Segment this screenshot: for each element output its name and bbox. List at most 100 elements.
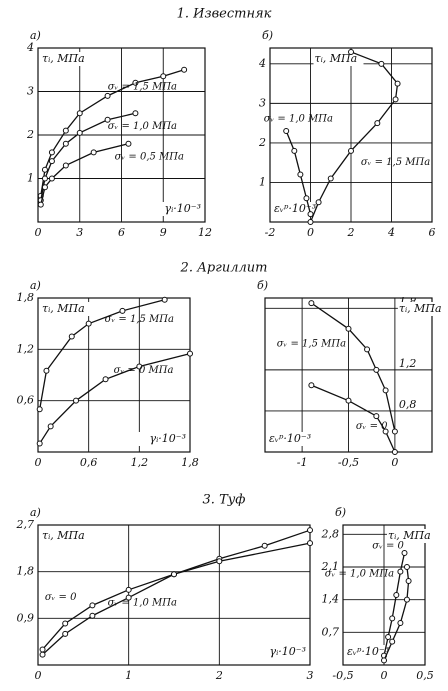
x-tick-label: -0,5: [338, 456, 359, 469]
data-point: [392, 96, 399, 103]
data-point: [41, 175, 48, 182]
x-axis-label: εᵥᵖ·10⁻³: [274, 202, 316, 215]
data-point: [37, 201, 44, 208]
data-point: [76, 110, 83, 117]
y-axis-label: τᵢ, МПа: [42, 302, 85, 315]
data-point: [394, 80, 401, 87]
data-point: [291, 147, 298, 154]
series-label: σᵥ = 1,0 МПа: [108, 597, 177, 608]
data-point: [403, 564, 410, 570]
y-tick-label: 4: [26, 41, 34, 54]
data-point: [181, 66, 188, 73]
series-label: σᵥ = 1,0 МПа: [108, 121, 177, 132]
data-point: [381, 657, 387, 664]
x-axis-label: γᵢ·10⁻³: [150, 432, 187, 445]
label-bg: [41, 302, 91, 316]
data-point: [391, 449, 398, 455]
curve: [42, 529, 311, 656]
label-bg: [153, 202, 203, 216]
x-tick-label: 0: [381, 669, 388, 682]
data-point: [48, 158, 55, 165]
label-bg: [41, 529, 91, 543]
data-point: [345, 325, 352, 332]
x-tick-label: 1,2: [131, 456, 149, 469]
series-label: σᵥ = 1,5 МПа: [277, 339, 346, 350]
y-tick-label: 2,1: [321, 560, 340, 573]
label-bg: [313, 52, 364, 66]
data-point: [283, 128, 290, 135]
data-point: [348, 147, 354, 154]
data-point: [104, 116, 111, 123]
data-point: [89, 612, 96, 619]
x-tick-label: 9: [160, 226, 167, 239]
data-point: [132, 110, 139, 117]
data-point: [393, 592, 400, 598]
series-label: σᵥ = 1,0 МПа: [325, 569, 394, 580]
y-tick-label: 1: [27, 172, 34, 185]
data-point: [397, 620, 404, 626]
data-point: [389, 638, 396, 645]
curve: [39, 352, 191, 444]
x-tick-label: 1: [125, 669, 132, 682]
x-tick-label: 0: [391, 456, 398, 469]
y-axis-label: τᵢ, МПа: [315, 52, 358, 65]
x-axis-label: εᵥᵖ·10⁻³: [269, 432, 311, 445]
label-bg: [387, 529, 437, 543]
x-tick-label: -0,5: [332, 669, 353, 682]
data-point: [104, 92, 111, 99]
data-point: [308, 300, 315, 307]
data-point: [47, 423, 54, 430]
data-point: [187, 350, 193, 357]
series-label: σᵥ = 0 МПа: [114, 365, 174, 376]
y-tick-label: 1,2: [17, 342, 35, 355]
x-tick-label: -1: [297, 456, 308, 469]
data-point: [307, 211, 314, 218]
data-point: [401, 550, 408, 556]
section-title: 1. Известняк: [177, 7, 272, 22]
data-point: [48, 175, 55, 182]
y-tick-label: 2: [26, 128, 34, 141]
series-label: σᵥ = 0,5 МПа: [115, 151, 184, 162]
data-point: [36, 406, 43, 413]
data-point: [160, 73, 167, 80]
y-tick-label: 0,7: [322, 625, 340, 638]
x-axis-label: εᵥᵖ·10⁻³: [347, 645, 389, 658]
y-tick-label: 1,2: [399, 357, 417, 370]
data-point: [41, 166, 48, 173]
data-point: [89, 602, 96, 609]
data-point: [261, 542, 268, 549]
data-point: [382, 387, 389, 394]
label-bg: [267, 432, 317, 446]
data-point: [136, 363, 143, 370]
y-tick-label: 0,6: [17, 394, 35, 407]
panel-label: б): [257, 279, 268, 292]
data-point: [62, 162, 69, 169]
panel-label: а): [30, 29, 41, 42]
x-tick-label: 6: [118, 226, 125, 239]
data-point: [307, 219, 314, 225]
x-tick-label: 0: [307, 226, 314, 239]
series-label: σᵥ = 1,0 МПа: [264, 114, 333, 125]
data-point: [39, 646, 46, 653]
data-point: [382, 428, 389, 435]
x-tick-label: 0: [35, 456, 42, 469]
data-point: [125, 594, 132, 601]
data-point: [41, 184, 48, 191]
data-point: [327, 175, 334, 182]
data-point: [85, 320, 92, 327]
data-point: [119, 307, 126, 314]
y-tick-label: 1,8: [17, 291, 35, 304]
data-point: [76, 129, 83, 136]
series-label: σᵥ = 1,5 МПа: [108, 82, 177, 93]
y-axis-label: τᵢ, МПа: [399, 302, 442, 315]
data-point: [405, 578, 412, 584]
data-point: [90, 149, 97, 156]
series-label: σᵥ = 1,5 МПа: [361, 157, 430, 168]
data-point: [374, 120, 381, 127]
label-bg: [397, 302, 448, 316]
data-point: [315, 199, 322, 206]
data-point: [125, 586, 132, 593]
panel-label: б): [262, 29, 273, 42]
x-tick-label: 0,5: [416, 669, 434, 682]
label-bg: [41, 52, 91, 66]
